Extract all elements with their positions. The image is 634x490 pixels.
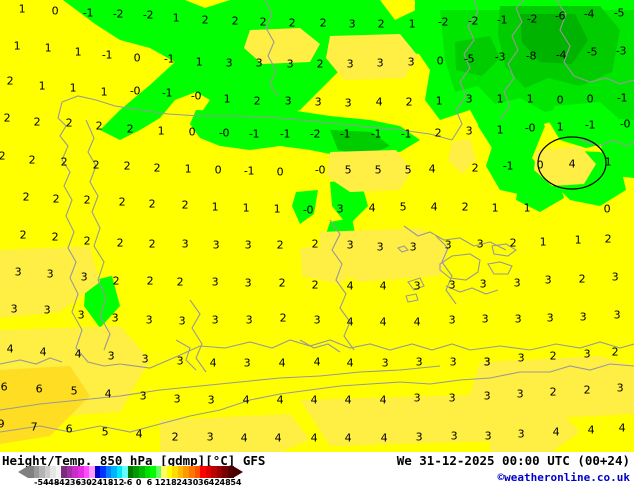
colorbar-tick: -54 <box>34 478 49 487</box>
colorbar-segment <box>155 466 162 478</box>
colorbar-segment <box>216 466 223 478</box>
colorbar-tick: 18 <box>165 478 177 487</box>
coastlines <box>0 0 634 433</box>
forecast-timestamp: We 31-12-2025 00:00 UTC (00+24) <box>396 453 630 468</box>
colorbar-tick: -12 <box>109 478 125 487</box>
colorbar-tick: 6 <box>146 478 153 487</box>
colorbar-segment <box>33 466 40 478</box>
warm-patch-g <box>300 244 364 284</box>
colorbar-segment <box>105 466 112 478</box>
colorbar-segment <box>50 466 57 478</box>
colorbar-segment <box>222 466 229 478</box>
warm-patch-c <box>534 146 596 186</box>
colorbar-tick: 42 <box>208 478 220 487</box>
height-isoline <box>537 136 607 190</box>
colorbar-tick: -42 <box>55 478 71 487</box>
green-sliver-left2 <box>84 276 120 328</box>
colorbar-segment <box>28 466 35 478</box>
colorbar-tick: 24 <box>176 478 188 487</box>
colorbar-segment <box>139 466 146 478</box>
copyright-link[interactable]: ©weatheronline.co.uk <box>497 471 630 484</box>
colorbar-tick: -6 <box>123 478 133 487</box>
colorbar-segment <box>61 466 68 478</box>
colorbar-segment <box>72 466 79 478</box>
colorbar-segment <box>177 466 184 478</box>
colorbar-tick: 12 <box>154 478 166 487</box>
warm-patch-o <box>160 414 310 452</box>
colorbar-segment <box>150 466 157 478</box>
colorbar-segment <box>133 466 140 478</box>
green-shape-r2 <box>486 106 548 196</box>
warm-patch-n <box>466 386 530 420</box>
colorbar-segment <box>94 466 101 478</box>
colorbar-segment <box>127 466 135 478</box>
colorbar-tick: -18 <box>99 478 114 487</box>
colorbar-tick: -30 <box>77 478 92 487</box>
green-shape-r6 <box>600 126 634 178</box>
colorbar-tick: 30 <box>187 478 199 487</box>
green-darker-core <box>520 14 588 64</box>
colorbar-segment <box>55 466 62 478</box>
colorbar-segment <box>66 466 73 478</box>
product-title: Height/Temp. 850 hPa [gdmp][°C] GFS <box>2 453 266 468</box>
green-band-nw <box>63 0 455 140</box>
green-dark-central <box>330 130 390 156</box>
colorbar-segment <box>172 466 179 478</box>
colorbar-segment <box>144 466 151 478</box>
islands <box>396 243 517 303</box>
warm-patch-b <box>448 138 476 174</box>
warm-patch-d <box>244 28 320 64</box>
colorbar-segment <box>83 466 90 478</box>
colorbar-segment <box>161 466 168 478</box>
colorbar-segment <box>39 466 46 478</box>
colorbar-segment <box>183 466 190 478</box>
colorbar-segment <box>111 466 118 478</box>
warm-patch-a <box>326 150 412 192</box>
colorbar-tick-labels: -54 -48 -42 -36 -30 -24 -18 -12 -6 0 6 12 18 24 30 36 42… <box>0 478 634 490</box>
colorbar-tick: -48 <box>44 478 60 487</box>
colorbar-tick: 0 <box>135 478 142 487</box>
colorbar-tick: 54 <box>230 478 242 487</box>
colorbar-tick: 48 <box>219 478 231 487</box>
colorbar-segment <box>116 466 123 478</box>
colorbar-segment <box>200 466 207 478</box>
colorbar[interactable] <box>28 466 234 478</box>
colorbar-segment <box>211 466 218 478</box>
colorbar-segment <box>227 466 234 478</box>
green-sliver-left <box>292 190 318 224</box>
temperature-map[interactable]: 1 0 -1 -2 -2 1 2 2 2 2 2 3 2 1 -2 -2 -1 -2 -6 -4 -5 1 1 1 -1 0 -1 1… <box>0 0 634 452</box>
colorbar-right-arrow <box>233 466 244 478</box>
isotherm-shading-green <box>63 0 634 328</box>
colorbar-segment <box>44 466 51 478</box>
colorbar-segment <box>194 466 201 478</box>
colorbar-tick: -24 <box>88 478 103 487</box>
colorbar-tick: 36 <box>197 478 210 487</box>
colorbar-segment <box>89 466 96 478</box>
map-canvas <box>0 0 634 452</box>
warm-patch-j <box>0 366 90 444</box>
colorbar-tick: -36 <box>66 478 82 487</box>
green-patch-n-mid <box>455 36 500 76</box>
colorbar-segment <box>77 466 85 478</box>
colorbar-segment <box>188 466 196 478</box>
colorbar-segment <box>122 466 129 478</box>
warm-patch-e <box>326 34 418 80</box>
colorbar-left-arrow <box>18 466 28 478</box>
warm-patch-m <box>490 412 580 452</box>
colorbar-segment <box>100 466 107 478</box>
colorbar-segment <box>205 466 212 478</box>
colorbar-segment <box>166 466 173 478</box>
